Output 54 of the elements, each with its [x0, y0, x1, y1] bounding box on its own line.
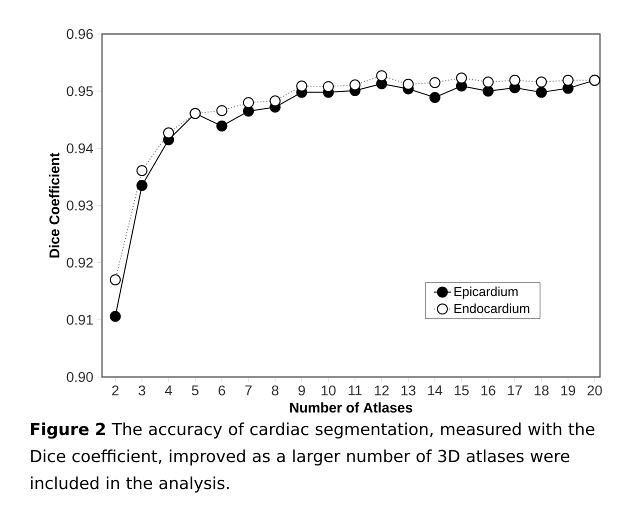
x-tick-label: 5 — [192, 386, 199, 396]
legend-label: Endocardium — [454, 304, 530, 314]
x-tick-label: 14 — [428, 386, 442, 396]
point — [110, 274, 121, 286]
point — [562, 74, 574, 86]
y-axis-title: Dice Coefficient — [49, 152, 60, 258]
point — [482, 86, 494, 97]
point — [216, 120, 228, 132]
point — [536, 86, 547, 98]
x-tick-label: 16 — [481, 386, 496, 396]
y-tick-label: 0.91 — [66, 314, 93, 325]
x-tick-label: 4 — [165, 386, 172, 396]
x-tick-label: 8 — [272, 386, 278, 396]
point — [242, 97, 254, 108]
point — [482, 76, 494, 88]
point — [136, 165, 148, 176]
point — [429, 77, 440, 88]
x-tick-label: 17 — [508, 386, 522, 396]
x-tick-label: 2 — [112, 386, 119, 396]
point — [429, 92, 440, 103]
y-tick-label: 0.94 — [66, 143, 94, 154]
x-tick-label: 3 — [138, 386, 146, 396]
point — [536, 76, 547, 88]
point — [509, 74, 520, 86]
x-tick-label: 19 — [561, 386, 576, 396]
x-tick-label: 12 — [374, 386, 389, 396]
point — [136, 180, 148, 191]
x-tick-label: 9 — [298, 386, 305, 396]
legend-label: Epicardium — [454, 286, 518, 299]
y-tick-label: 0.96 — [66, 29, 93, 39]
text: Figure 2 The accuracy of cardiac segmentation, measured with the Dice coefficient, improved as a larger number of 3D atlases were included in the analysis. — [31, 422, 594, 492]
point — [322, 81, 334, 92]
point — [376, 70, 388, 82]
point — [349, 79, 360, 90]
y-tick-label: 0.95 — [66, 86, 93, 96]
point — [216, 105, 228, 116]
point — [296, 80, 308, 92]
x-axis-title: Number of Atlases — [290, 402, 412, 413]
x-tick-label: 18 — [534, 386, 549, 396]
y-tick-label: 0.92 — [66, 258, 93, 268]
point — [270, 95, 281, 106]
y-tick-label: 0.93 — [66, 200, 93, 210]
point — [456, 72, 468, 84]
y-tick-label: 0.90 — [66, 372, 93, 382]
x-tick-label: 7 — [245, 386, 252, 396]
x-tick-label: 20 — [588, 386, 602, 396]
x-tick-label: 13 — [402, 386, 416, 396]
x-tick-label: 6 — [218, 386, 226, 396]
x-tick-label: 10 — [322, 386, 336, 396]
x-tick-label: 15 — [454, 386, 469, 396]
point — [402, 78, 414, 90]
point — [110, 310, 121, 322]
x-tick-label: 11 — [348, 386, 362, 396]
point — [163, 127, 174, 138]
